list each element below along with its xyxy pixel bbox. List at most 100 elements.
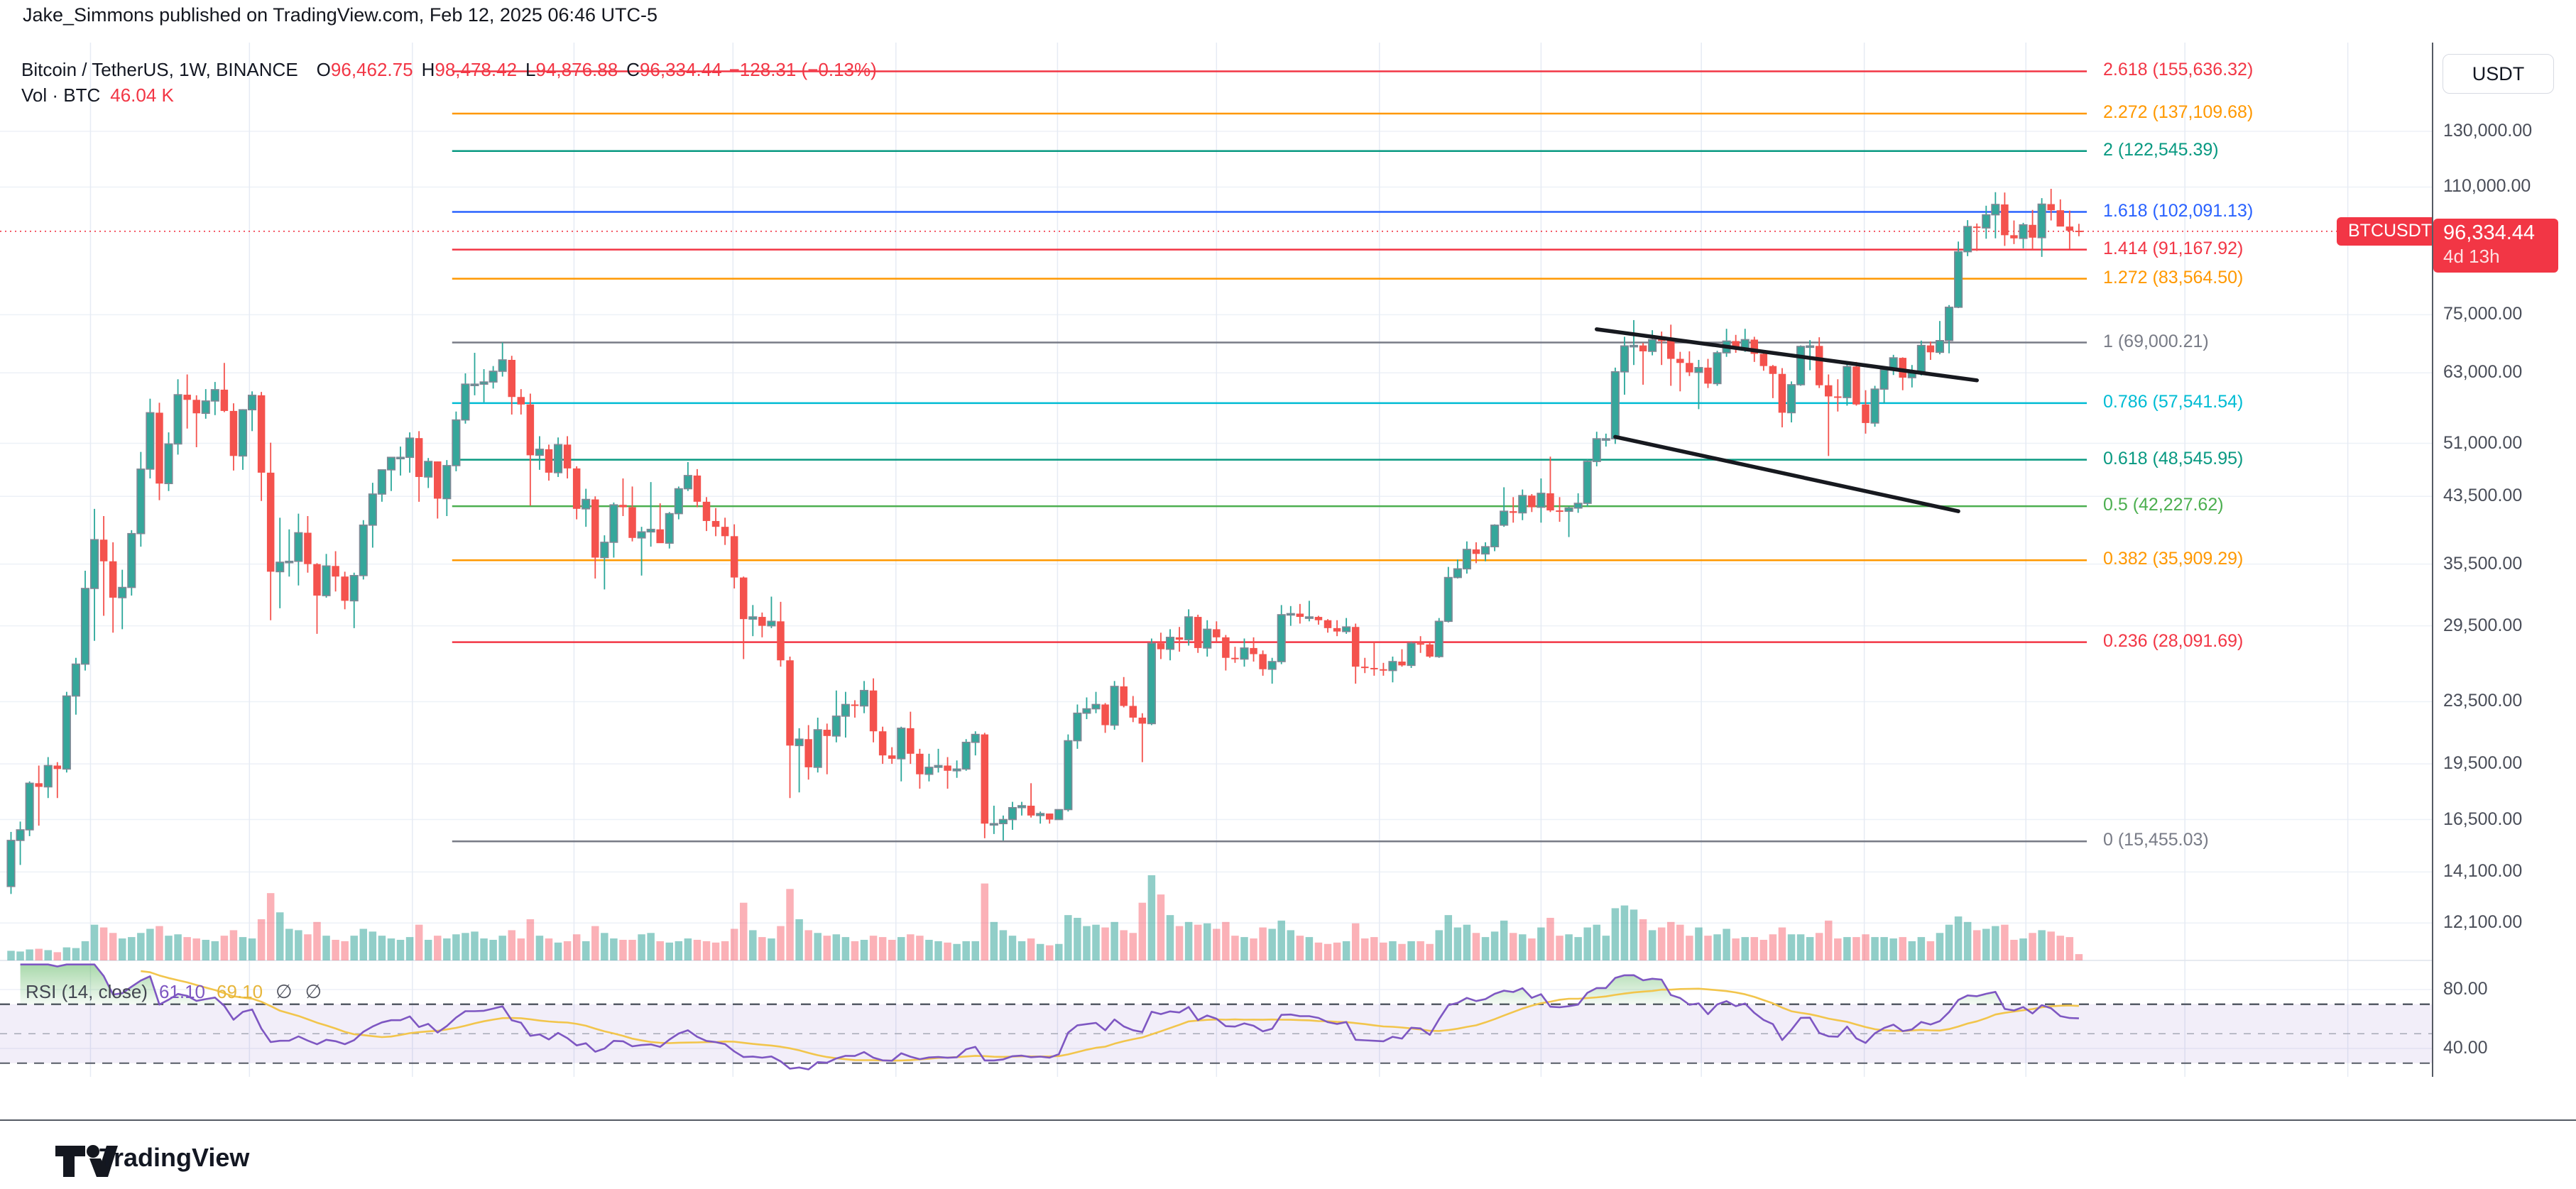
candle-body[interactable] (386, 456, 396, 471)
candle-body[interactable] (1333, 628, 1341, 632)
candle-body[interactable] (971, 733, 980, 743)
candle-body[interactable] (508, 359, 515, 398)
candle-body[interactable] (619, 505, 627, 508)
candle-body[interactable] (1259, 654, 1267, 669)
candle-body[interactable] (1815, 346, 1823, 385)
candle-body[interactable] (1916, 344, 1926, 373)
wedge-lower[interactable] (1613, 434, 1960, 513)
candle-body[interactable] (183, 395, 191, 400)
candle-body[interactable] (1564, 507, 1573, 512)
candle-body[interactable] (35, 783, 43, 787)
candle-body[interactable] (349, 575, 359, 602)
candle-body[interactable] (155, 412, 163, 484)
candle-body[interactable] (1825, 385, 1833, 397)
candle-body[interactable] (118, 586, 127, 598)
candle-body[interactable] (1583, 461, 1592, 504)
candle-body[interactable] (1899, 358, 1906, 378)
candle-body[interactable] (1759, 354, 1768, 366)
candle-body[interactable] (1407, 642, 1416, 667)
candle-body[interactable] (1796, 346, 1806, 385)
candle-body[interactable] (1556, 510, 1563, 513)
candle-body[interactable] (442, 465, 452, 500)
candle-body[interactable] (1129, 706, 1137, 718)
candle-body[interactable] (294, 532, 303, 562)
candle-body[interactable] (1991, 204, 2000, 216)
candle-body[interactable] (916, 753, 924, 774)
candle-body[interactable] (1537, 493, 1546, 508)
wedge-upper[interactable] (1595, 327, 1979, 383)
candle-body[interactable] (248, 395, 257, 411)
tradingview-brand-text[interactable]: TradingView (99, 1143, 250, 1172)
candle-body[interactable] (109, 561, 117, 598)
candle-body[interactable] (961, 741, 971, 770)
candle-body[interactable] (479, 381, 489, 385)
candle-body[interactable] (1472, 549, 1480, 554)
candle-body[interactable] (637, 531, 646, 539)
candle-body[interactable] (313, 564, 321, 596)
candle-body[interactable] (934, 765, 943, 768)
candle-body[interactable] (545, 449, 553, 473)
tradingview-logo-icon[interactable] (54, 1141, 125, 1181)
candle-body[interactable] (1036, 813, 1045, 816)
candle-body[interactable] (1417, 643, 1424, 645)
candle-body[interactable] (210, 389, 219, 402)
candle-body[interactable] (1064, 740, 1073, 811)
candle-body[interactable] (1546, 493, 1554, 511)
candle-body[interactable] (359, 524, 368, 576)
candle-body[interactable] (572, 468, 581, 509)
candle-body[interactable] (2019, 224, 2028, 239)
candle-body[interactable] (553, 444, 563, 473)
candle-body[interactable] (1610, 371, 1620, 439)
candle-body[interactable] (517, 397, 525, 405)
candle-body[interactable] (526, 404, 535, 456)
candle-body[interactable] (1361, 667, 1369, 669)
candle-body[interactable] (2010, 235, 2018, 239)
candle-body[interactable] (1231, 657, 1239, 659)
candle-body[interactable] (1639, 345, 1647, 351)
chart-area[interactable]: Bitcoin / TetherUS, 1W, BINANCE O96,462.7… (0, 43, 2576, 1077)
candle-body[interactable] (285, 560, 294, 564)
candle-body[interactable] (628, 507, 636, 538)
candle-body[interactable] (859, 689, 869, 707)
candle-body[interactable] (415, 438, 423, 477)
candle-body[interactable] (2037, 203, 2046, 239)
candle-body[interactable] (1324, 620, 1332, 628)
candle-body[interactable] (2075, 230, 2083, 232)
candle-body[interactable] (1657, 339, 1666, 341)
candle-body[interactable] (304, 532, 312, 564)
candle-body[interactable] (377, 469, 386, 495)
candle-body[interactable] (1601, 438, 1610, 441)
candle-body[interactable] (600, 542, 609, 559)
candle-body[interactable] (238, 409, 248, 457)
candle-body[interactable] (1250, 647, 1257, 654)
candle-body[interactable] (405, 437, 415, 459)
candle-body[interactable] (220, 389, 229, 411)
candle-body[interactable] (1462, 549, 1471, 570)
candle-body[interactable] (257, 395, 266, 473)
candle-body[interactable] (1110, 686, 1119, 726)
candle-body[interactable] (1806, 345, 1815, 349)
candle-body[interactable] (535, 449, 544, 456)
candle-body[interactable] (944, 765, 951, 771)
candle-body[interactable] (62, 695, 71, 770)
candle-body[interactable] (1380, 669, 1387, 671)
candle-body[interactable] (981, 734, 989, 824)
candle-body[interactable] (1629, 344, 1639, 348)
candle-body[interactable] (452, 419, 461, 466)
candle-body[interactable] (1769, 366, 1777, 374)
candle-body[interactable] (851, 704, 859, 706)
candle-body[interactable] (683, 475, 692, 490)
candle-body[interactable] (1509, 511, 1517, 513)
candle-body[interactable] (1240, 647, 1249, 660)
candle-body[interactable] (201, 400, 210, 415)
candle-body[interactable] (1879, 368, 1889, 390)
candle-body[interactable] (1935, 340, 1945, 354)
candle-body[interactable] (1862, 404, 1870, 423)
candle-body[interactable] (1351, 627, 1360, 667)
candle-body[interactable] (813, 729, 822, 768)
currency-toggle-button[interactable]: USDT (2443, 54, 2554, 94)
candle-body[interactable] (1573, 503, 1583, 509)
candle-body[interactable] (758, 617, 766, 626)
candle-body[interactable] (43, 765, 53, 788)
candle-body[interactable] (665, 513, 674, 544)
